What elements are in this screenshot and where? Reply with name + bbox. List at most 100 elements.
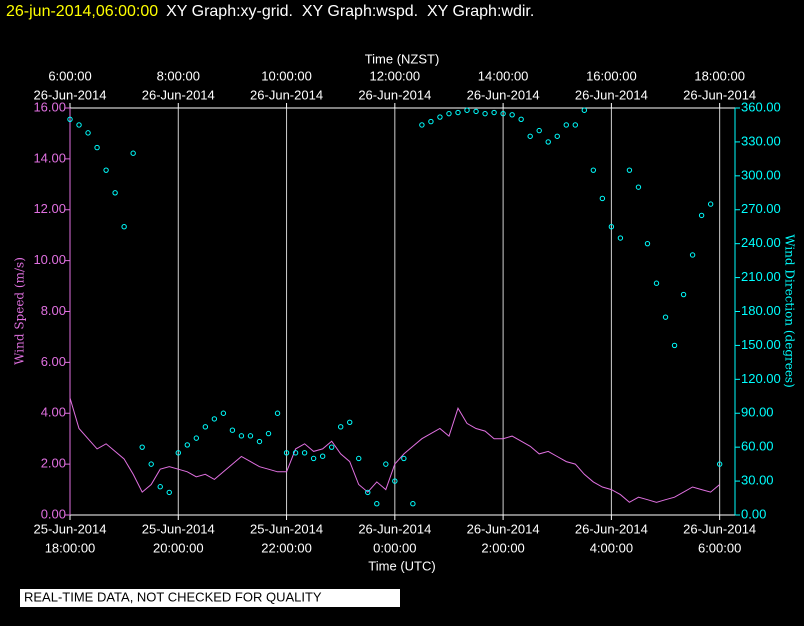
y2-tick-label: 360.00 bbox=[741, 99, 781, 114]
y-tick-label: 4.00 bbox=[41, 405, 66, 420]
x-tick-label: 26-Jun-2014 bbox=[358, 521, 431, 536]
direction-point bbox=[374, 500, 380, 507]
x-tick-label: 18:00:00 bbox=[45, 540, 96, 555]
direction-point bbox=[238, 433, 245, 439]
x2-axis-title: Time (NZST) bbox=[365, 51, 440, 66]
direction-point bbox=[112, 190, 118, 196]
y2-tick-label: 240.00 bbox=[741, 235, 781, 250]
direction-point bbox=[301, 450, 308, 456]
direction-point bbox=[563, 122, 569, 128]
direction-point bbox=[166, 489, 172, 496]
x2-tick-label: 26-Jun-2014 bbox=[683, 87, 756, 102]
direction-point bbox=[482, 110, 488, 117]
x-tick-label: 22:00:00 bbox=[261, 540, 312, 555]
direction-point bbox=[265, 430, 272, 437]
direction-point bbox=[67, 116, 73, 123]
direction-point bbox=[536, 127, 542, 134]
x2-tick-label: 18:00:00 bbox=[694, 68, 745, 83]
y-tick-label: 6.00 bbox=[41, 354, 66, 369]
y2-tick-label: 330.00 bbox=[741, 133, 781, 148]
x2-tick-label: 16:00:00 bbox=[586, 68, 637, 83]
y2-tick-label: 60.00 bbox=[741, 439, 774, 454]
x2-tick-label: 26-Jun-2014 bbox=[467, 87, 540, 102]
x-tick-label: 26-Jun-2014 bbox=[575, 521, 648, 536]
x2-tick-label: 26-Jun-2014 bbox=[142, 87, 215, 102]
x-tick-label: 2:00:00 bbox=[481, 540, 524, 555]
direction-point bbox=[716, 461, 723, 467]
y-tick-label: 2.00 bbox=[41, 456, 66, 471]
direction-point bbox=[256, 438, 263, 445]
y2-tick-label: 30.00 bbox=[741, 473, 774, 488]
direction-point bbox=[509, 112, 515, 118]
x-tick-label: 26-Jun-2014 bbox=[683, 521, 756, 536]
direction-point bbox=[662, 314, 669, 320]
direction-point bbox=[76, 122, 82, 128]
direction-point bbox=[500, 110, 506, 117]
x-tick-label: 26-Jun-2014 bbox=[467, 521, 540, 536]
chart-subtitle: XY Graph:xy-grid. XY Graph:wspd. XY Grap… bbox=[166, 3, 534, 20]
direction-point bbox=[545, 139, 551, 145]
y2-tick-label: 90.00 bbox=[741, 405, 774, 420]
direction-point bbox=[121, 224, 127, 230]
x-tick-label: 0:00:00 bbox=[373, 540, 416, 555]
y2-tick-label: 210.00 bbox=[741, 269, 781, 284]
direction-point bbox=[103, 167, 109, 173]
direction-point bbox=[653, 280, 660, 286]
direction-point bbox=[707, 201, 714, 207]
x2-tick-label: 12:00:00 bbox=[370, 68, 421, 83]
chart-title: 26-jun-2014,06:00:00 bbox=[6, 3, 158, 20]
direction-point bbox=[211, 416, 218, 422]
direction-point bbox=[455, 109, 461, 116]
note-box bbox=[20, 589, 400, 607]
direction-point bbox=[419, 122, 425, 128]
direction-point bbox=[572, 122, 578, 128]
y2-tick-label: 0.00 bbox=[741, 506, 766, 521]
x2-tick-label: 26-Jun-2014 bbox=[34, 87, 107, 102]
note: REAL-TIME DATA, NOT CHECKED FOR QUALITY bbox=[24, 589, 322, 604]
direction-point bbox=[274, 410, 281, 416]
x2-tick-label: 10:00:00 bbox=[261, 68, 312, 83]
direction-point bbox=[428, 118, 434, 125]
y2-tick-label: 270.00 bbox=[741, 201, 781, 216]
y-tick-label: 12.00 bbox=[33, 201, 66, 216]
direction-point bbox=[94, 144, 100, 151]
direction-point bbox=[148, 461, 154, 467]
y2-tick-label: 180.00 bbox=[741, 303, 781, 318]
direction-point bbox=[464, 107, 470, 113]
direction-point bbox=[644, 240, 651, 247]
y2-tick-label: 300.00 bbox=[741, 167, 781, 182]
direction-point bbox=[220, 410, 227, 416]
direction-point bbox=[473, 108, 479, 115]
x-tick-label: 25-Jun-2014 bbox=[250, 521, 323, 536]
x2-tick-label: 14:00:00 bbox=[478, 68, 529, 83]
direction-point bbox=[202, 424, 209, 430]
direction-point bbox=[437, 114, 443, 120]
y2-axis-title: Wind Direction (degrees) bbox=[783, 234, 797, 388]
y-tick-label: 14.00 bbox=[33, 150, 66, 165]
direction-point bbox=[283, 450, 290, 456]
direction-point bbox=[698, 212, 705, 219]
y-tick-label: 16.00 bbox=[33, 99, 66, 114]
direction-point bbox=[292, 450, 299, 456]
direction-point bbox=[392, 478, 398, 484]
y-axis-title: Wind Speed (m/s) bbox=[13, 257, 27, 365]
direction-point bbox=[337, 424, 344, 430]
y2-tick-label: 150.00 bbox=[741, 337, 781, 352]
x-axis-title: Time (UTC) bbox=[368, 558, 435, 573]
y-tick-label: 8.00 bbox=[41, 303, 66, 318]
x-tick-label: 6:00:00 bbox=[698, 540, 741, 555]
speed-line bbox=[69, 397, 721, 503]
direction-point bbox=[626, 167, 633, 173]
direction-point bbox=[635, 184, 642, 190]
direction-point bbox=[689, 252, 696, 258]
direction-point bbox=[599, 195, 606, 202]
direction-point bbox=[446, 110, 452, 117]
direction-point bbox=[175, 450, 181, 456]
direction-point bbox=[130, 150, 136, 156]
direction-point bbox=[617, 235, 624, 241]
direction-point bbox=[139, 444, 145, 450]
direction-point bbox=[401, 455, 407, 462]
direction-point bbox=[590, 167, 597, 173]
